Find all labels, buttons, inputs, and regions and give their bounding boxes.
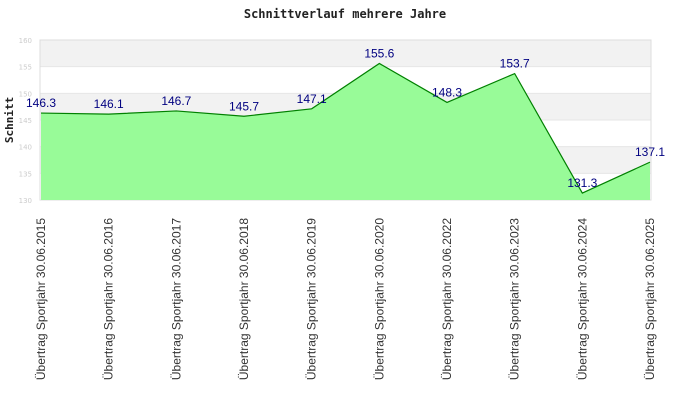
x-tick-label: Übertrag Sportjahr 30.06.2020: [372, 218, 386, 380]
data-label: 137.1: [635, 145, 665, 159]
y-axis-label: Schnitt: [3, 97, 16, 143]
y-tick-label: 155: [19, 64, 32, 72]
data-label: 146.7: [161, 94, 191, 108]
data-label: 155.6: [364, 46, 394, 60]
data-label: 145.7: [229, 99, 259, 113]
y-tick-label: 130: [19, 197, 32, 205]
x-tick-label: Übertrag Sportjahr 30.06.2018: [237, 218, 251, 380]
y-tick-label: 145: [19, 117, 32, 125]
x-tick-label: Übertrag Sportjahr 30.06.2015: [34, 218, 48, 380]
series-line: [40, 62, 651, 194]
data-label: 148.3: [432, 85, 462, 99]
grid-band: [40, 40, 651, 67]
chart-title: Schnittverlauf mehrere Jahre: [244, 7, 446, 21]
data-label: 131.3: [567, 176, 597, 190]
x-tick-label: Übertrag Sportjahr 30.06.2022: [440, 218, 454, 380]
y-tick-label: 140: [19, 144, 32, 152]
data-label: 146.3: [26, 96, 56, 110]
x-tick-label: Übertrag Sportjahr 30.06.2019: [305, 218, 319, 380]
y-tick-label: 135: [19, 170, 32, 178]
data-label: 153.7: [500, 57, 530, 71]
y-tick-label: 160: [19, 37, 32, 45]
x-tick-label: Übertrag Sportjahr 30.06.2025: [643, 218, 657, 380]
y-tick-label: 150: [19, 90, 32, 98]
area-fill: [41, 63, 650, 200]
x-tick-label: Übertrag Sportjahr 30.06.2023: [508, 218, 522, 380]
data-label: 147.1: [297, 92, 327, 106]
plot-area: 130 135 140 145 150 155 160 Übertrag Sportjahr …: [19, 37, 666, 380]
x-tick-label: Übertrag Sportjahr 30.06.2016: [102, 218, 116, 380]
data-label: 146.1: [94, 97, 124, 111]
x-tick-label: Übertrag Sportjahr 30.06.2024: [575, 218, 589, 380]
x-tick-label: Übertrag Sportjahr 30.06.2017: [169, 218, 183, 380]
